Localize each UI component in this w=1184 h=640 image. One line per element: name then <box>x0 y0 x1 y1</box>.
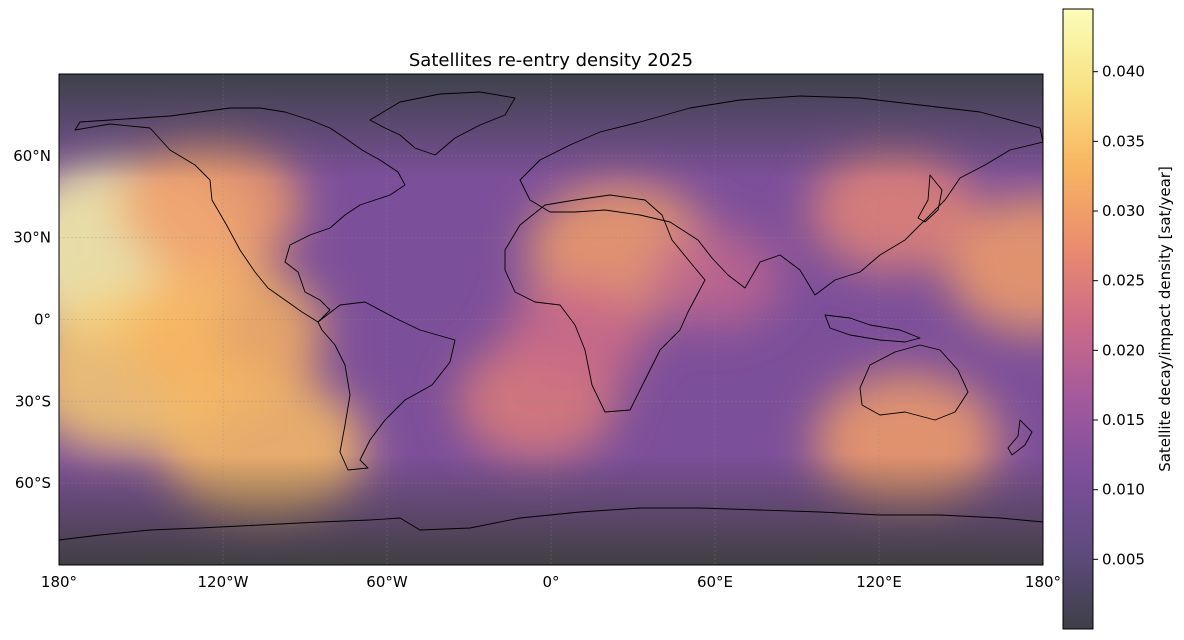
latitude-tick-label: 0° <box>34 311 51 329</box>
gridlines <box>59 74 1043 565</box>
coastline-north-america <box>74 107 406 323</box>
coastlines <box>59 91 1043 541</box>
longitude-tick-label: 120°E <box>856 573 902 591</box>
chart-title: Satellites re-entry density 2025 <box>409 50 693 71</box>
colorbar-tick-label: 0.015 <box>1102 411 1145 429</box>
latitude-tick-label: 60°S <box>15 474 51 492</box>
colorbar-tick-label: 0.010 <box>1102 481 1145 499</box>
coastline-antarctica <box>59 507 1043 541</box>
latitude-tick-label: 60°N <box>13 147 51 165</box>
colorbar-tick-label: 0.025 <box>1102 272 1145 290</box>
coastline-japan <box>917 174 943 223</box>
coastline-eurasia-africa <box>504 95 1043 413</box>
latitude-tick-label: 30°S <box>15 392 51 410</box>
density-hotspot <box>647 227 783 330</box>
longitude-tick-label: 0° <box>542 573 559 591</box>
colorbar-label: Satellite decay/impact density [sat/year… <box>1156 166 1174 472</box>
latitude-tick-labels: 60°N 30°N 0° 30°S 60°S <box>13 147 51 492</box>
density-hotspot <box>123 258 323 409</box>
arctic-band <box>59 74 1043 179</box>
coastline-greenland <box>369 91 516 156</box>
longitude-tick-label: 180° <box>1025 573 1061 591</box>
longitude-tick-label: 180° <box>41 573 77 591</box>
colorbar-tick-label: 0.035 <box>1102 132 1145 150</box>
colorbar: 0.005 0.010 0.015 0.020 0.025 0.030 0.035 0.040… <box>1062 8 1174 630</box>
coastline-australia <box>859 344 969 421</box>
longitude-tick-label: 60°W <box>366 573 408 591</box>
antarctic-band <box>59 455 1043 565</box>
colorbar-tick-label: 0.040 <box>1102 63 1145 81</box>
coastline-new-zealand <box>1007 419 1033 456</box>
colorbar-ticks: 0.005 0.010 0.015 0.020 0.025 0.030 0.035 0.040 <box>1093 63 1145 568</box>
latitude-tick-label: 30°N <box>13 229 51 247</box>
colorbar-tick-label: 0.030 <box>1102 202 1145 220</box>
coastline-maritime-se-asia <box>824 314 921 343</box>
map-panel: 180° 120°W 60°W 0° 60°E 120°E 180° 60°N 30°N 0° 3… <box>13 73 1061 591</box>
map-frame <box>58 73 1044 566</box>
colorbar-gradient <box>1062 8 1094 630</box>
longitude-tick-label: 120°W <box>198 573 249 591</box>
colorbar-tick-label: 0.020 <box>1102 341 1145 359</box>
coastline-south-america <box>317 301 456 471</box>
colorbar-tick-label: 0.005 <box>1102 550 1145 568</box>
longitude-tick-label: 60°E <box>697 573 733 591</box>
longitude-tick-labels: 180° 120°W 60°W 0° 60°E 120°E 180° <box>41 573 1061 591</box>
